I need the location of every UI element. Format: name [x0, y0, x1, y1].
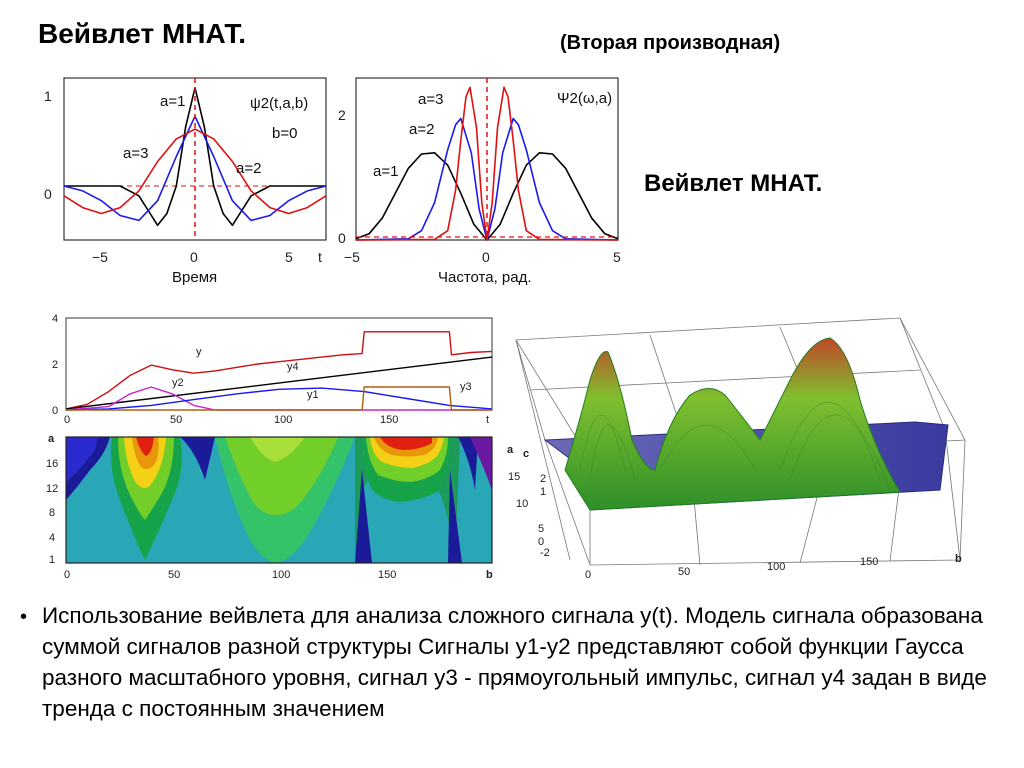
ytick: 12	[46, 483, 58, 495]
page-subtitle: (Вторая производная)	[560, 32, 781, 54]
xtick: 50	[170, 414, 182, 426]
annotation: y3	[460, 381, 472, 393]
heatmap-body	[66, 437, 492, 563]
series-line-a3	[355, 86, 619, 241]
ytick: 0	[52, 405, 58, 417]
x-axis-letter: b	[486, 569, 493, 581]
xtick: 50	[678, 566, 690, 578]
ytick: 0	[44, 186, 52, 202]
xtick: −5	[92, 249, 108, 265]
plot-frame	[65, 317, 493, 411]
ytick: 0	[338, 230, 346, 246]
side-title: Вейвлет МНАТ.	[644, 170, 823, 197]
bullet-text: Использование вейвлета для анализа сложн…	[42, 603, 987, 721]
xtick: 0	[64, 414, 70, 426]
xtick: 0	[482, 249, 490, 265]
annotation: a=1	[373, 163, 398, 180]
xtick: 5	[285, 249, 293, 265]
xtick: 150	[378, 569, 396, 581]
annotation: y1	[307, 389, 319, 401]
ytick: 0	[538, 536, 544, 548]
ytick: 2	[338, 107, 346, 123]
xtick: −5	[344, 249, 360, 265]
ytick: 8	[49, 507, 55, 519]
annotation: a=3	[123, 145, 148, 162]
annotation: y2	[172, 377, 184, 389]
xtick: t	[486, 414, 489, 426]
annotation: a=3	[418, 91, 443, 108]
ytick: 1	[49, 554, 55, 566]
ytick: 5	[538, 523, 544, 535]
ytick: 16	[46, 458, 58, 470]
ytick: 15	[508, 471, 520, 483]
series-line-y3	[66, 386, 492, 411]
ytick: -2	[540, 547, 550, 559]
annotation: Ψ2(ω,a)	[557, 90, 612, 107]
axis-letter: c	[523, 448, 529, 460]
xtick: 0	[190, 249, 198, 265]
x-unit: t	[318, 249, 322, 265]
ztick: 1	[540, 486, 546, 498]
y-axis-letter: a	[48, 433, 55, 445]
annotation: a=1	[160, 93, 185, 110]
xtick: 150	[860, 556, 878, 568]
xtick: 100	[272, 569, 290, 581]
annotation: a=2	[236, 160, 261, 177]
surface-grid	[515, 317, 966, 566]
xtick: 50	[168, 569, 180, 581]
x-axis-label: Время	[172, 269, 217, 286]
annotation: y	[196, 346, 202, 358]
xtick: 150	[380, 414, 398, 426]
series-line-y1	[65, 387, 493, 411]
xtick: 0	[64, 569, 70, 581]
ytick: 1	[44, 88, 52, 104]
ytick: 4	[52, 313, 58, 325]
series-line-y	[65, 331, 493, 410]
axis-letter: b	[955, 553, 962, 565]
xtick: 5	[613, 249, 621, 265]
page-title: Вейвлет МНАТ.	[38, 18, 247, 49]
annotation: b=0	[272, 125, 297, 142]
ytick: 10	[516, 498, 528, 510]
x-axis-label: Частота, рад.	[438, 269, 532, 286]
heatmap-frame	[65, 436, 493, 564]
ytick: 2	[52, 359, 58, 371]
annotation: ψ2(t,a,b)	[250, 95, 308, 112]
series-line-y2	[65, 386, 492, 411]
annotation: a=2	[409, 121, 434, 138]
xtick: 100	[767, 561, 785, 573]
annotation: y4	[287, 361, 299, 373]
bullet-paragraph: • Использование вейвлета для анализа сло…	[20, 600, 1005, 724]
surface-peak	[564, 337, 901, 511]
series-line-a3	[63, 128, 327, 215]
series-line-y4	[65, 356, 493, 410]
ytick: 4	[49, 532, 55, 544]
xtick: 100	[274, 414, 292, 426]
axis-letter: a	[507, 444, 514, 456]
xtick: 0	[585, 569, 591, 581]
bullet-marker: •	[20, 606, 28, 628]
ztick: 2	[540, 473, 546, 485]
